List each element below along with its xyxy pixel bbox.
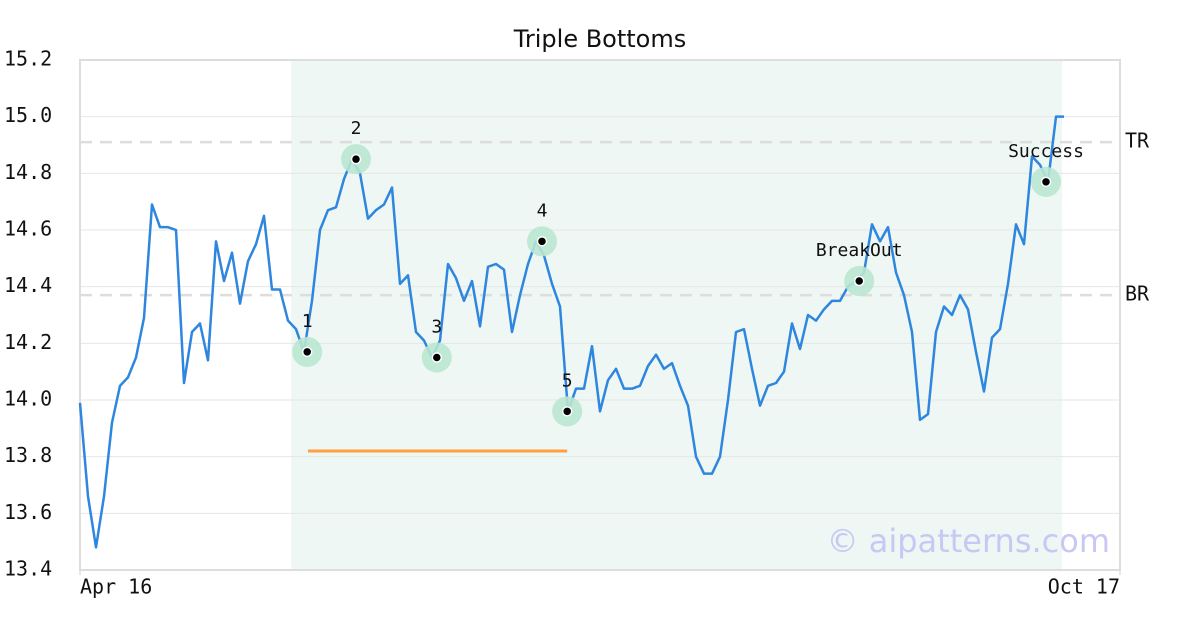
annotation-point [301,346,313,358]
y-tick-label: 14.0 [4,387,52,411]
plot-frame [79,59,1121,571]
level-label: TR [1125,129,1150,153]
y-tick-label: 14.4 [4,273,52,297]
annotation-label: Success [1008,141,1084,162]
annotation-label: 4 [537,200,548,221]
y-tick-label: 14.6 [4,217,52,241]
annotation-label: 5 [562,370,573,391]
annotation-label: 1 [302,311,313,332]
annotation-point [853,275,865,287]
annotation-label: 3 [431,317,442,338]
pattern-region [291,60,1062,570]
annotation-point [561,406,573,417]
annotation-label: BreakOut [816,240,903,261]
watermark: © aipatterns.com [827,522,1110,560]
chart-title: Triple Bottoms [513,25,687,53]
annotation-point [431,352,443,363]
y-tick-label: 13.4 [4,557,52,581]
y-tick-label: 13.8 [4,443,52,467]
y-tick-label: 15.0 [4,103,52,127]
x-tick-label: Oct 17 [1048,575,1120,599]
annotation-point [1040,176,1052,188]
x-tick-label: Apr 16 [80,575,152,599]
level-label: BR [1125,282,1150,306]
y-tick-label: 14.8 [4,160,52,184]
y-tick-label: 14.2 [4,330,52,354]
annotation-point [350,153,362,165]
y-tick-label: 13.6 [4,500,52,524]
annotation-label: 2 [351,118,362,139]
y-tick-label: 15.2 [4,47,52,71]
annotation-point [536,236,548,247]
